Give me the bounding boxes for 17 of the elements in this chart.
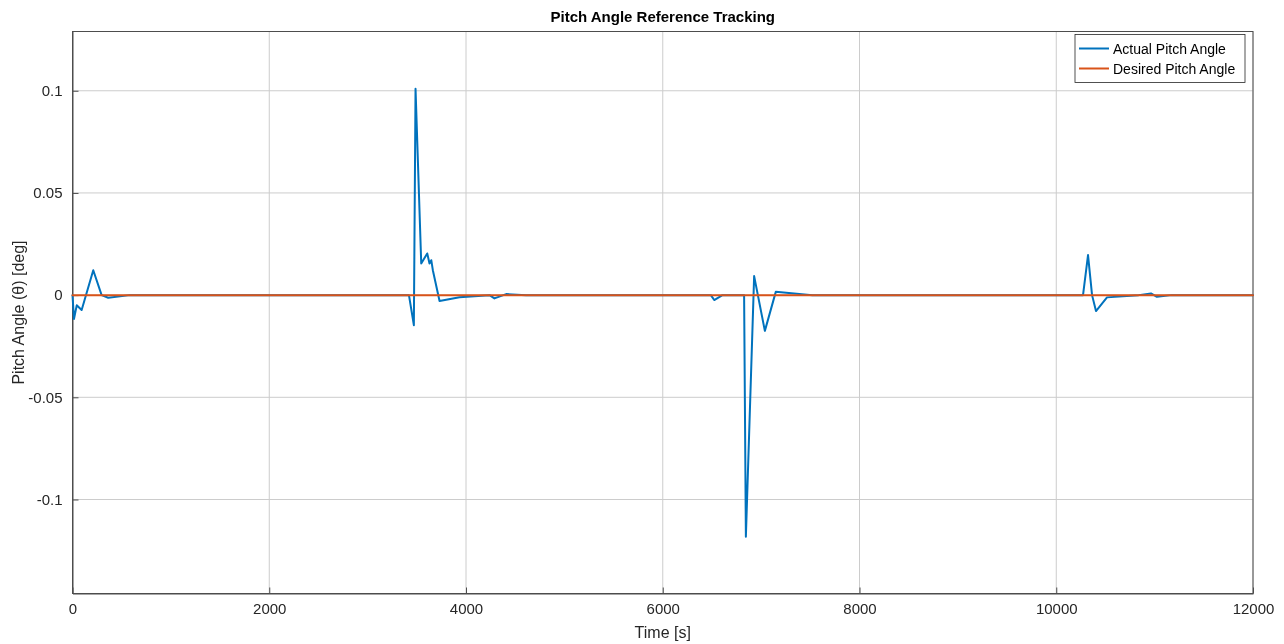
x-tick-label: 0 — [68, 600, 78, 618]
x-tick-label: 2000 — [253, 600, 287, 618]
x-tick-label: 4000 — [449, 600, 484, 618]
y-tick-label: 0.05 — [33, 184, 63, 202]
y-tick-label: -0.1 — [36, 490, 63, 508]
legend-label: Actual Pitch Angle — [1113, 40, 1227, 57]
x-tick-label: 10000 — [1035, 600, 1078, 618]
y-tick-label: 0.1 — [41, 82, 63, 100]
y-axis-title: Pitch Angle (θ) [deg] — [10, 240, 27, 385]
y-tick-label: -0.05 — [28, 388, 63, 406]
y-tick-label: 0 — [54, 286, 63, 304]
x-tick-label: 8000 — [843, 600, 877, 618]
chart-title: Pitch Angle Reference Tracking — [550, 8, 776, 25]
x-tick-label: 12000 — [1232, 600, 1275, 618]
legend-label: Desired Pitch Angle — [1113, 60, 1236, 77]
x-axis-title: Time [s] — [634, 624, 691, 641]
x-tick-label: 6000 — [646, 600, 680, 618]
